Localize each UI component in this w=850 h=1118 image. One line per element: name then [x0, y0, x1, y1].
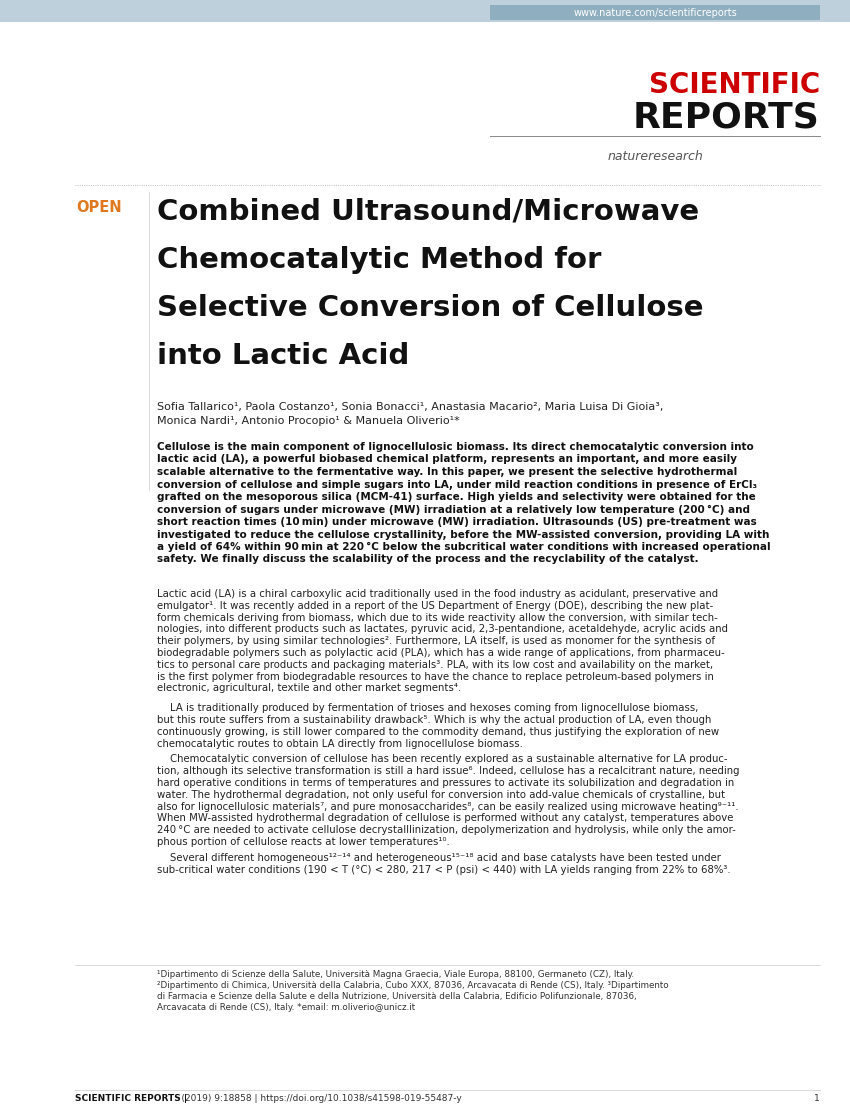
Text: di Farmacia e Scienze della Salute e della Nutrizione, Università della Calabria: di Farmacia e Scienze della Salute e del… [157, 992, 637, 1001]
Text: Chemocatalytic conversion of cellulose has been recently explored as a sustainab: Chemocatalytic conversion of cellulose h… [157, 755, 728, 765]
Text: biodegradable polymers such as polylactic acid (PLA), which has a wide range of : biodegradable polymers such as polylacti… [157, 648, 724, 659]
Text: short reaction times (10 min) under microwave (MW) irradiation. Ultrasounds (US): short reaction times (10 min) under micr… [157, 517, 757, 527]
Bar [0, 0, 850, 22]
Text: www.nature.com/scientificreports: www.nature.com/scientificreports [573, 8, 737, 18]
Text: scalable alternative to the fermentative way. In this paper, we present the sele: scalable alternative to the fermentative… [157, 467, 737, 477]
Text: phous portion of cellulose reacts at lower temperatures¹⁰.: phous portion of cellulose reacts at low… [157, 837, 450, 847]
Text: natureresearch: natureresearch [607, 150, 703, 163]
Text: continuously growing, is still lower compared to the commodity demand, thus just: continuously growing, is still lower com… [157, 727, 719, 737]
Text: LA is traditionally produced by fermentation of trioses and hexoses coming from : LA is traditionally produced by fermenta… [157, 703, 699, 713]
Text: chemocatalytic routes to obtain LA directly from lignocellulose biomass.: chemocatalytic routes to obtain LA direc… [157, 739, 523, 749]
Text: but this route suffers from a sustainability drawback⁵. Which is why the actual : but this route suffers from a sustainabi… [157, 716, 711, 724]
Text: 1: 1 [814, 1095, 820, 1103]
Text: also for lignocellulosic materials⁷, and pure monosaccharides⁸, can be easily re: also for lignocellulosic materials⁷, and… [157, 802, 739, 812]
Text: When MW-assisted hydrothermal degradation of cellulose is performed without any : When MW-assisted hydrothermal degradatio… [157, 814, 734, 823]
Text: Arcavacata di Rende (CS), Italy. *email: m.oliverio@unicz.it: Arcavacata di Rende (CS), Italy. *email:… [157, 1003, 415, 1012]
Text: electronic, agricultural, textile and other market segments⁴.: electronic, agricultural, textile and ot… [157, 683, 462, 693]
Text: emulgator¹. It was recently added in a report of the US Department of Energy (DO: emulgator¹. It was recently added in a r… [157, 600, 713, 610]
Text: Several different homogeneous¹²⁻¹⁴ and heterogeneous¹⁵⁻¹⁸ acid and base catalyst: Several different homogeneous¹²⁻¹⁴ and h… [157, 853, 721, 863]
Text: ¹Dipartimento di Scienze della Salute, Università Magna Graecia, Viale Europa, 8: ¹Dipartimento di Scienze della Salute, U… [157, 970, 634, 979]
Text: into Lactic Acid: into Lactic Acid [157, 342, 410, 370]
Text: is the first polymer from biodegradable resources to have the chance to replace : is the first polymer from biodegradable … [157, 672, 714, 682]
Text: Selective Conversion of Cellulose: Selective Conversion of Cellulose [157, 294, 704, 322]
Text: form chemicals deriving from biomass, which due to its wide reactivity allow the: form chemicals deriving from biomass, wh… [157, 613, 717, 623]
Bar [490, 4, 820, 20]
Text: Lactic acid (LA) is a chiral carboxylic acid traditionally used in the food indu: Lactic acid (LA) is a chiral carboxylic … [157, 589, 718, 599]
Text: safety. We finally discuss the scalability of the process and the recyclability : safety. We finally discuss the scalabili… [157, 555, 699, 565]
Text: investigated to reduce the cellulose crystallinity, before the MW-assisted conve: investigated to reduce the cellulose cry… [157, 530, 769, 540]
Text: (2019) 9:18858 | https://doi.org/10.1038/s41598-019-55487-y: (2019) 9:18858 | https://doi.org/10.1038… [170, 1095, 462, 1103]
Text: ²Dipartimento di Chimica, Università della Calabria, Cubo XXX, 87036, Arcavacata: ²Dipartimento di Chimica, Università del… [157, 980, 669, 991]
Text: a yield of 64% within 90 min at 220 °C below the subcritical water conditions wi: a yield of 64% within 90 min at 220 °C b… [157, 542, 771, 552]
Text: grafted on the mesoporous silica (MCM-41) surface. High yields and selectivity w: grafted on the mesoporous silica (MCM-41… [157, 492, 756, 502]
Text: Chemocatalytic Method for: Chemocatalytic Method for [157, 246, 601, 274]
Text: Monica Nardi¹, Antonio Procopio¹ & Manuela Oliverio¹*: Monica Nardi¹, Antonio Procopio¹ & Manue… [157, 416, 460, 426]
Text: their polymers, by using similar technologies². Furthermore, LA itself, is used : their polymers, by using similar technol… [157, 636, 715, 646]
Text: REPORTS: REPORTS [633, 101, 820, 135]
Text: sub-critical water conditions (190 < T (°C) < 280, 217 < P (psi) < 440) with LA : sub-critical water conditions (190 < T (… [157, 864, 731, 874]
Text: Combined Ultrasound/Microwave: Combined Ultrasound/Microwave [157, 198, 699, 226]
Text: SCIENTIFIC: SCIENTIFIC [649, 72, 820, 100]
Text: SCIENTIFIC REPORTS |: SCIENTIFIC REPORTS | [75, 1095, 187, 1103]
Text: Sofia Tallarico¹, Paola Costanzo¹, Sonia Bonacci¹, Anastasia Macario², Maria Lui: Sofia Tallarico¹, Paola Costanzo¹, Sonia… [157, 402, 663, 413]
Text: Cellulose is the main component of lignocellulosic biomass. Its direct chemocata: Cellulose is the main component of ligno… [157, 442, 754, 452]
Text: conversion of cellulose and simple sugars into LA, under mild reaction condition: conversion of cellulose and simple sugar… [157, 480, 757, 490]
Text: 240 °C are needed to activate cellulose decrystalllinization, depolymerization a: 240 °C are needed to activate cellulose … [157, 825, 736, 835]
Text: tics to personal care products and packaging materials³. PLA, with its low cost : tics to personal care products and packa… [157, 660, 713, 670]
Text: conversion of sugars under microwave (MW) irradiation at a relatively low temper: conversion of sugars under microwave (MW… [157, 504, 750, 514]
Text: water. The hydrothermal degradation, not only useful for conversion into add-val: water. The hydrothermal degradation, not… [157, 789, 725, 799]
Text: nologies, into different products such as lactates, pyruvic acid, 2,3-pentandion: nologies, into different products such a… [157, 624, 728, 634]
Text: tion, although its selective transformation is still a hard issue⁶. Indeed, cell: tion, although its selective transformat… [157, 766, 740, 776]
Text: OPEN: OPEN [76, 200, 122, 215]
Text: hard operative conditions in terms of temperatures and pressures to activate its: hard operative conditions in terms of te… [157, 778, 734, 788]
Text: lactic acid (LA), a powerful biobased chemical platform, represents an important: lactic acid (LA), a powerful biobased ch… [157, 455, 737, 464]
